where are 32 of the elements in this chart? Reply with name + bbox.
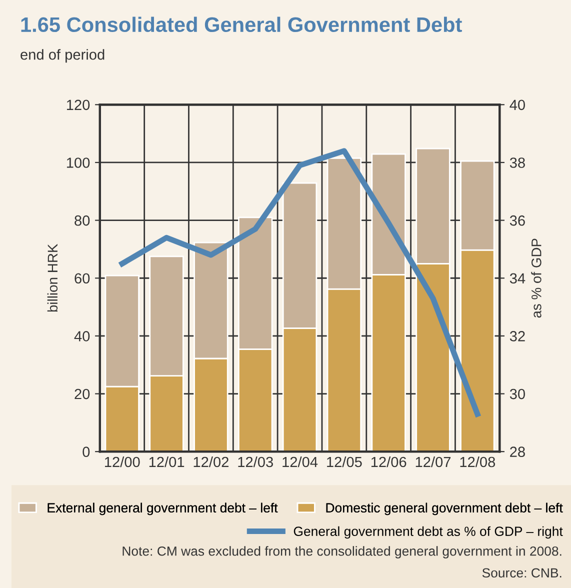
y2-tick-label: 30	[510, 388, 525, 400]
y-tick-label: 120	[66, 100, 90, 110]
y-tick-label: 60	[74, 273, 90, 284]
legend-label: External general government debt – left	[48, 502, 278, 516]
x-tick-label: 12/06	[371, 456, 406, 468]
y-tick-label: 40	[74, 331, 90, 342]
source-note: Source: CNB.	[482, 568, 562, 578]
y2-tick-label: 34	[510, 273, 526, 284]
y2-tick-label: 40	[510, 100, 525, 110]
x-tick-label: 12/00	[104, 456, 140, 468]
x-tick-label: 12/01	[149, 456, 184, 468]
y2-tick-label: 38	[510, 158, 525, 168]
text: Note: CM was excluded from the consolidated general government in 2008.	[122, 546, 562, 558]
y2-axis-title: as % of GDP	[531, 238, 542, 318]
x-tick-label: 12/04	[282, 456, 318, 468]
x-tick-label: 12/03	[238, 456, 273, 468]
y-tick-label: 20	[74, 388, 90, 400]
y2-tick-label: 36	[510, 215, 525, 226]
x-tick-label: 12/07	[416, 456, 451, 468]
x-tick-label: 12/05	[327, 456, 362, 468]
y-tick-label: 100	[66, 158, 90, 168]
x-tick-label: 12/08	[460, 456, 496, 468]
legend-label: General government debt as % of GDP – right	[294, 526, 563, 539]
y-tick-label: 0	[82, 446, 90, 458]
y2-tick-label: 28	[510, 446, 525, 458]
legend-label: Domestic general government debt – left	[326, 502, 563, 516]
chart-subtitle: end of period	[20, 49, 104, 63]
y-tick-label: 80	[74, 215, 90, 226]
x-tick-label: 12/02	[194, 456, 228, 468]
y-axis-title: billion HRK	[47, 244, 58, 312]
chart-title: 1.65 Consolidated General Government Debt	[21, 16, 462, 32]
y2-tick-label: 32	[510, 331, 525, 342]
